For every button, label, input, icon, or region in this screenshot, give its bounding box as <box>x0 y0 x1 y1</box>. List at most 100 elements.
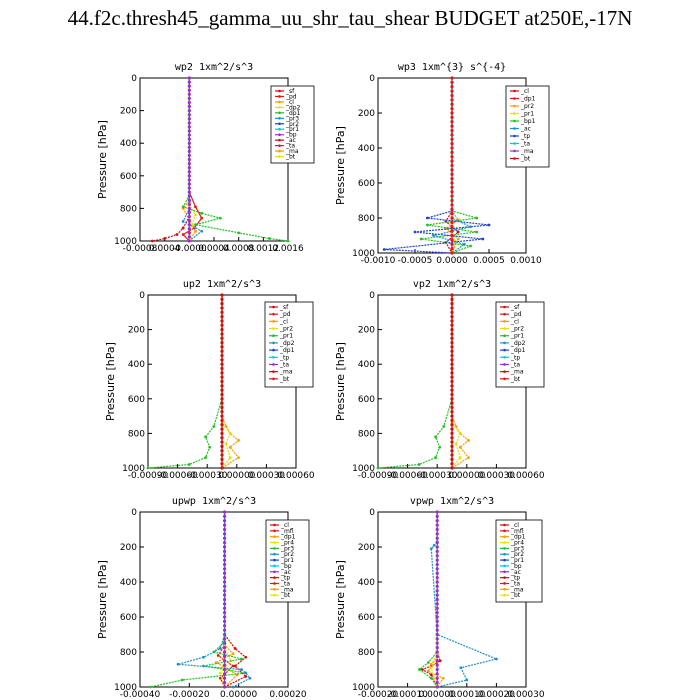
profile-marker <box>450 155 454 159</box>
legend-marker <box>503 363 506 366</box>
legend-entry: _dp1 <box>280 534 296 541</box>
profile-marker <box>435 663 439 667</box>
profile-marker <box>222 558 227 562</box>
profile-marker <box>220 410 224 414</box>
profile-marker <box>435 567 439 571</box>
legend-marker <box>503 552 506 556</box>
y-tick-label: 800 <box>120 204 137 214</box>
profile-marker <box>450 229 454 233</box>
profile-marker <box>222 589 227 593</box>
data-point <box>418 668 421 671</box>
profile-marker <box>187 125 191 129</box>
profile-marker <box>187 161 191 166</box>
x-tick-label: 0.0012 <box>248 244 280 254</box>
profile-marker <box>187 214 191 219</box>
x-tick-label: 0.0010 <box>510 256 542 266</box>
legend-entry: _cl <box>279 318 288 325</box>
legend-entry: _mfl <box>280 528 294 535</box>
profile-marker <box>435 646 439 650</box>
profile-marker <box>450 401 454 405</box>
data-point <box>194 229 197 233</box>
data-point <box>194 205 197 209</box>
data-point <box>469 244 472 248</box>
profile-marker <box>187 170 191 174</box>
profile-marker <box>222 545 227 549</box>
data-point <box>467 438 470 442</box>
profile-marker <box>450 449 454 453</box>
legend-entry: _pr2 <box>280 551 294 558</box>
legend-entry: _ac <box>510 569 521 576</box>
legend-marker <box>272 363 275 366</box>
data-point <box>438 659 442 663</box>
profile-marker <box>187 186 191 190</box>
profile-marker <box>220 397 224 401</box>
data-point <box>237 231 241 235</box>
legend-entry: _tp <box>520 133 530 140</box>
y-tick-label: 600 <box>358 613 375 623</box>
y-axis-label: Pressure [hPa] <box>334 560 347 639</box>
legend-marker <box>278 149 281 153</box>
data-point <box>218 676 222 680</box>
profile-marker <box>450 405 454 410</box>
legend-entry: _pr1 <box>510 557 524 564</box>
profile-marker <box>187 76 191 80</box>
data-point <box>231 685 235 689</box>
series-line-pr2 <box>221 295 240 469</box>
legend-marker <box>273 564 276 568</box>
data-point <box>429 676 433 680</box>
profile-marker <box>187 178 191 182</box>
profile-marker <box>220 336 224 340</box>
profile-marker <box>222 580 227 584</box>
legend-entry: _cl <box>520 88 529 95</box>
profile-marker <box>222 519 227 523</box>
data-point <box>438 445 442 449</box>
profile-marker <box>187 182 191 186</box>
profile-marker <box>220 310 224 314</box>
profile-marker <box>450 423 454 427</box>
legend-entry: _ma <box>280 586 294 593</box>
profile-marker <box>450 146 454 150</box>
profile-marker <box>450 371 454 375</box>
x-tick-label: -0.00060 <box>387 471 428 481</box>
x-tick-label: -0.00020 <box>358 690 399 700</box>
y-tick-label: 200 <box>120 543 137 553</box>
x-tick-label: -0.00090 <box>128 471 169 481</box>
legend-entry: _pr1 <box>280 557 294 564</box>
data-point <box>240 668 243 671</box>
profile-marker <box>220 405 224 410</box>
data-point <box>194 213 197 217</box>
data-point <box>216 654 220 657</box>
profile-marker <box>450 124 454 128</box>
legend-marker <box>503 334 506 338</box>
profile-marker <box>450 306 454 310</box>
profile-marker <box>187 133 191 137</box>
panel-title: up2 1xm^2/s^3 <box>183 279 261 290</box>
profile-marker <box>435 628 439 632</box>
profile-marker <box>450 76 454 80</box>
panel-5: upwp 1xm^2/s^3 Pressure [hPa] 0 200 400 600 80… <box>96 496 310 700</box>
series-line-bp <box>150 512 246 688</box>
profile-marker <box>220 384 224 388</box>
data-point <box>432 234 435 237</box>
profile-marker <box>222 584 227 588</box>
legend-entry: _pr2 <box>510 326 524 333</box>
legend-marker <box>272 320 275 323</box>
y-tick-label: 400 <box>358 578 375 588</box>
y-tick-label: 600 <box>128 395 145 405</box>
data-point <box>456 230 460 234</box>
profile-marker <box>435 532 439 536</box>
data-point <box>429 547 433 551</box>
legend-marker <box>272 327 275 330</box>
legend-entry: _ma <box>520 148 534 155</box>
profile-marker <box>220 457 224 461</box>
legend-marker <box>513 142 516 145</box>
data-point <box>244 655 248 659</box>
x-tick-label: 0.0005 <box>473 256 505 266</box>
data-point <box>458 456 462 460</box>
profile-marker <box>435 523 439 527</box>
profile-marker <box>220 453 224 457</box>
legend-entry: _pr1 <box>285 126 299 133</box>
profile-marker <box>187 206 191 210</box>
profile-marker <box>435 589 439 593</box>
profile-marker <box>220 358 224 362</box>
